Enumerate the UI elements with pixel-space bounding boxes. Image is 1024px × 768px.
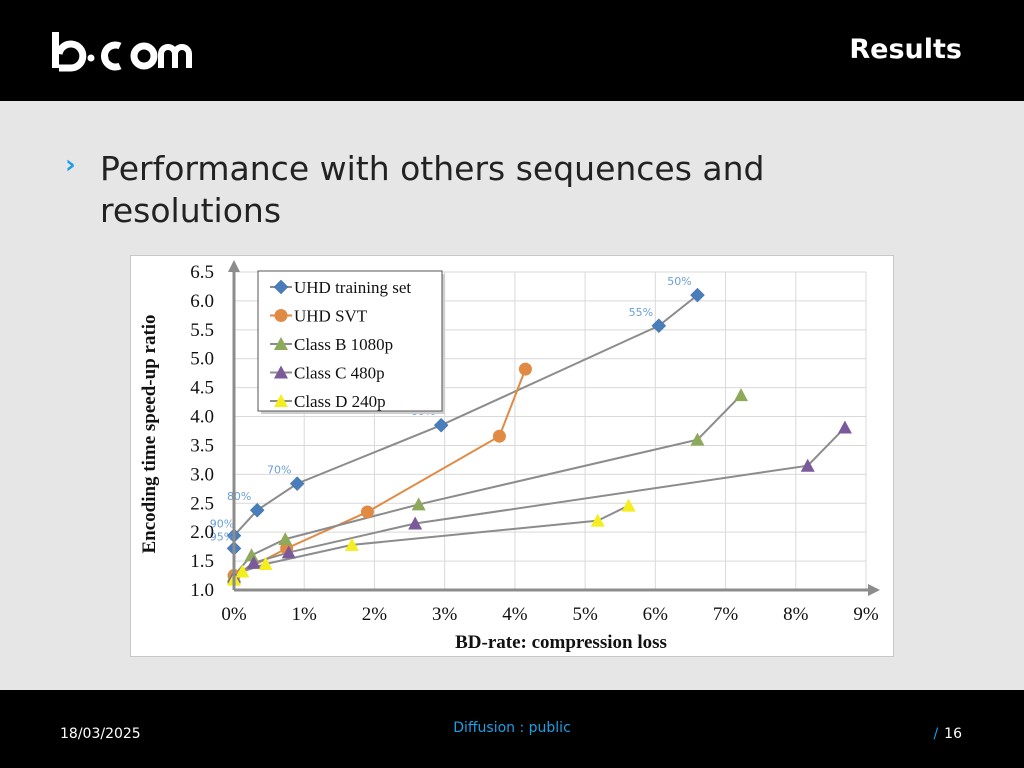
x-tick-label: 6% — [643, 604, 669, 625]
x-axis-title: BD-rate: compression loss — [455, 632, 667, 653]
chart-markers — [226, 287, 852, 586]
x-tick-label: 9% — [853, 604, 879, 625]
y-tick-label: 2.5 — [190, 493, 214, 514]
legend-marker — [273, 279, 289, 295]
data-point — [258, 556, 273, 570]
y-tick-label: 3.5 — [190, 435, 214, 456]
annotation-label: 90% — [210, 518, 234, 531]
footer-bar: 18/03/2025 Diffusion : public / 16 — [0, 690, 1024, 768]
data-point — [492, 429, 506, 443]
legend-marker — [274, 365, 288, 379]
legend-box — [257, 270, 443, 412]
header-bar: Results — [0, 0, 1024, 101]
x-axis-arrow — [868, 584, 880, 596]
data-point — [734, 388, 749, 402]
y-tick-label: 1.0 — [190, 580, 214, 601]
chart-ticks: 1.0 1.5 2.0 2.5 3.0 3.5 4.0 4.5 5.0 5.5 6.0 6.5 0% 1%… — [190, 262, 879, 625]
data-point — [800, 458, 815, 472]
y-tick-label: 1.5 — [190, 551, 214, 572]
y-axis-title: Encoding time speed-up ratio — [139, 314, 160, 553]
data-point — [408, 516, 423, 530]
series-line-3 — [233, 426, 846, 579]
bcom-logo — [52, 32, 192, 72]
chart-frame: 50%55%60%70%80%90%95% 1.01.52.02.53.03.5… — [130, 255, 894, 657]
bullet-chevron-icon: › — [65, 150, 76, 180]
x-tick-label: 3% — [432, 604, 458, 625]
annotation-label: 55% — [629, 306, 653, 319]
data-point — [246, 555, 261, 569]
data-point — [621, 498, 636, 512]
footer-date: 18/03/2025 — [60, 726, 141, 742]
x-tick-label: 1% — [292, 604, 318, 625]
x-tick-label: 8% — [783, 604, 809, 625]
data-point — [235, 564, 250, 578]
y-tick-label: 6.5 — [190, 262, 214, 283]
data-point — [278, 532, 293, 546]
x-tick-label: 4% — [502, 604, 528, 625]
annotation-label: 95% — [210, 530, 234, 543]
y-tick-label: 3.0 — [190, 464, 214, 485]
speedup-vs-bdrate-chart: 50%55%60%70%80%90%95% 1.01.52.02.53.03.5… — [139, 260, 880, 653]
y-tick-label: 5.0 — [190, 349, 214, 370]
series-line-4 — [233, 504, 630, 581]
x-tick-label: 2% — [362, 604, 388, 625]
legend-label: Class D 240p — [294, 392, 386, 411]
data-point — [518, 362, 532, 376]
data-point — [590, 513, 605, 527]
footer-classification: Diffusion : public — [453, 720, 571, 736]
section-title: Results — [849, 34, 962, 65]
data-point — [690, 432, 705, 446]
data-point — [360, 505, 374, 519]
legend-label: Class B 1080p — [294, 335, 393, 354]
y-tick-label: 6.0 — [190, 291, 214, 312]
y-tick-label: 2.0 — [190, 522, 214, 543]
data-point — [433, 417, 449, 433]
annotation-label: 70% — [267, 464, 291, 477]
legend-marker — [274, 394, 288, 407]
y-tick-label: 5.5 — [190, 320, 214, 341]
data-point — [837, 420, 852, 434]
chart-axes — [228, 260, 880, 596]
legend-marker — [274, 337, 288, 350]
y-tick-label: 4.5 — [190, 378, 214, 399]
page-number: 16 — [944, 726, 962, 742]
page-separator: / — [933, 726, 939, 742]
data-point — [289, 476, 305, 491]
data-point — [651, 318, 667, 334]
legend-marker — [274, 309, 288, 322]
legend-label: UHD training set — [294, 278, 411, 297]
chart-legend: UHD training set UHD SVT Class B 1080p Clas… — [257, 270, 445, 414]
legend-label: Class C 480p — [294, 364, 385, 383]
annotation-label: 50% — [667, 275, 691, 288]
data-point — [690, 287, 705, 303]
data-point — [411, 497, 426, 511]
data-point — [281, 545, 296, 559]
y-axis-arrow — [228, 260, 240, 272]
legend-label: UHD SVT — [294, 307, 368, 326]
bullet-text: Performance with others sequences and re… — [100, 149, 765, 230]
footer-page: / 16 — [933, 726, 962, 742]
annotation-label: 80% — [227, 490, 251, 503]
x-tick-label: 5% — [572, 604, 598, 625]
x-tick-label: 0% — [221, 604, 247, 625]
data-point — [344, 537, 359, 551]
x-tick-label: 7% — [713, 604, 739, 625]
data-point — [244, 548, 259, 562]
data-point — [249, 502, 265, 518]
y-tick-label: 4.0 — [190, 407, 214, 428]
